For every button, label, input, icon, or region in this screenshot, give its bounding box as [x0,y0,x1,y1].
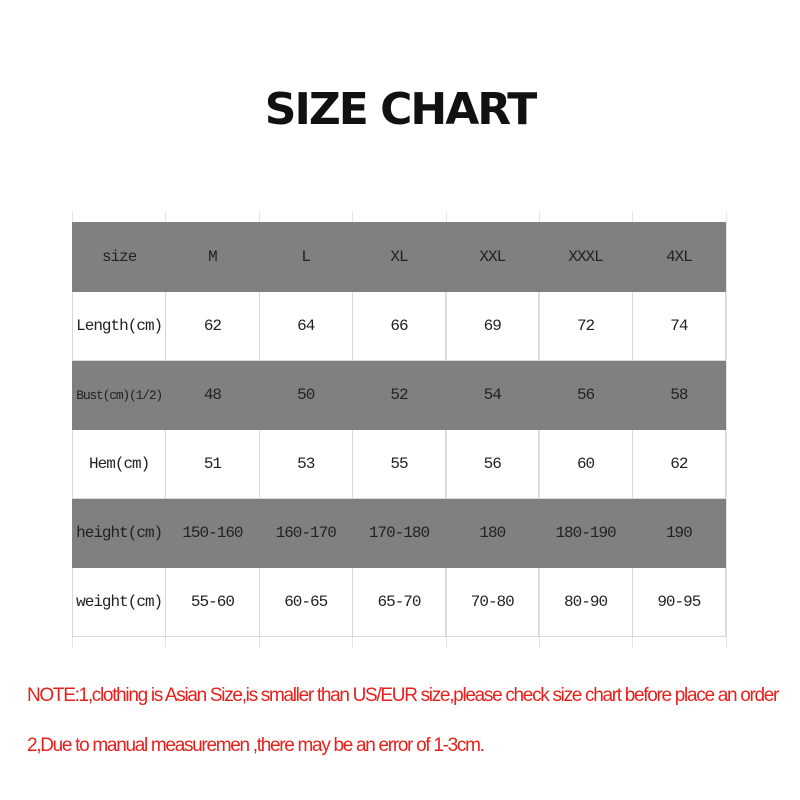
table-cell: XXXL [538,222,633,292]
table-cell: 60 [538,429,633,499]
table-cell: 51 [165,429,260,499]
row-label-cell: weight(cm) [71,567,167,637]
table-row: Length(cm) 62 64 66 69 72 74 [71,291,727,361]
row-label-cell: Length(cm) [71,291,167,361]
row-label-cell: Bust(cm)(1/2) [71,360,167,430]
table-cell: 72 [538,291,633,361]
table-cell: 170-180 [351,498,447,568]
table-row: weight(cm) 55-60 60-65 65-70 70-80 80-90 90-95 [71,567,727,637]
table-cell: XL [351,222,447,292]
table-cell: 66 [351,291,447,361]
grid-line [725,212,727,648]
table-cell: 69 [445,291,540,361]
table-cell: 62 [631,429,727,499]
table-header-row: size M L XL XXL XXXL 4XL [71,222,727,292]
table-cell: M [165,222,260,292]
table-cell: 180 [445,498,540,568]
table-cell: 70-80 [445,567,540,637]
table-cell: 80-90 [538,567,633,637]
row-label-cell: size [71,222,167,292]
table-cell: 190 [631,498,727,568]
table-cell: 160-170 [258,498,353,568]
table-row: Bust(cm)(1/2) 48 50 52 54 56 58 [71,360,727,430]
table-cell: 4XL [631,222,727,292]
table-cell: 55-60 [165,567,260,637]
table-cell: 60-65 [258,567,353,637]
table-cell: L [258,222,353,292]
table-cell: 52 [351,360,447,430]
table-cell: 54 [445,360,540,430]
row-label-cell: Hem(cm) [71,429,167,499]
table-cell: 56 [445,429,540,499]
table-cell: 65-70 [351,567,447,637]
note-line-1: NOTE:1,clothing is Asian Size,is smaller… [27,685,779,706]
table-cell: 50 [258,360,353,430]
table-cell: 180-190 [538,498,633,568]
table-cell: 48 [165,360,260,430]
table-cell: 74 [631,291,727,361]
table-cell: 64 [258,291,353,361]
size-table: size M L XL XXL XXXL 4XL Length(cm) 62 64 66 69 72 74… [71,222,727,637]
table-cell: 62 [165,291,260,361]
table-row: Hem(cm) 51 53 55 56 60 62 [71,429,727,499]
note-line-2: 2,Due to manual measuremen ,there may be… [27,735,485,756]
table-cell: 150-160 [165,498,260,568]
table-cell: 55 [351,429,447,499]
row-label-cell: height(cm) [71,498,167,568]
table-cell: 53 [258,429,353,499]
table-cell: 58 [631,360,727,430]
table-cell: XXL [445,222,540,292]
table-cell: 90-95 [631,567,727,637]
table-row: height(cm) 150-160 160-170 170-180 180 180-19… [71,498,727,568]
page-title: SIZE CHART [264,84,537,135]
table-cell: 56 [538,360,633,430]
